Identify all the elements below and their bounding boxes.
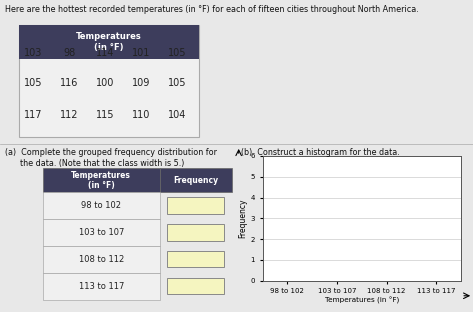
Text: 104: 104 xyxy=(168,110,186,120)
Text: 112: 112 xyxy=(60,110,79,120)
Text: Temperatures
(in °F): Temperatures (in °F) xyxy=(71,171,131,190)
Bar xyxy=(19,25,199,59)
Bar xyxy=(43,273,160,300)
Bar xyxy=(167,197,224,214)
Text: 103 to 107: 103 to 107 xyxy=(79,228,124,237)
Text: 98 to 102: 98 to 102 xyxy=(81,201,121,210)
Bar xyxy=(167,278,224,294)
Text: Frequency: Frequency xyxy=(173,176,219,185)
Bar xyxy=(167,224,224,241)
Text: (a)  Complete the grouped frequency distribution for
      the data. (Note that : (a) Complete the grouped frequency distr… xyxy=(5,148,217,168)
Text: 110: 110 xyxy=(132,110,150,120)
Text: 105: 105 xyxy=(24,78,43,88)
Text: 103: 103 xyxy=(24,48,43,58)
Text: 109: 109 xyxy=(132,78,150,88)
Text: (b)  Construct a histogram for the data.: (b) Construct a histogram for the data. xyxy=(241,148,400,157)
Bar xyxy=(160,168,232,192)
Bar xyxy=(167,251,224,267)
Text: 105: 105 xyxy=(168,48,186,58)
Text: 113 to 117: 113 to 117 xyxy=(79,282,124,290)
Text: 114: 114 xyxy=(96,48,114,58)
Text: 101: 101 xyxy=(132,48,150,58)
Text: 100: 100 xyxy=(96,78,114,88)
Text: 108 to 112: 108 to 112 xyxy=(79,255,124,264)
Bar xyxy=(43,219,160,246)
Y-axis label: Frequency: Frequency xyxy=(238,199,247,238)
Text: 105: 105 xyxy=(168,78,186,88)
Text: 116: 116 xyxy=(60,78,79,88)
Bar xyxy=(43,168,160,192)
Text: Temperatures
(in °F): Temperatures (in °F) xyxy=(76,32,142,52)
Text: Here are the hottest recorded temperatures (in °F) for each of fifteen cities th: Here are the hottest recorded temperatur… xyxy=(5,5,419,14)
Bar xyxy=(43,192,160,219)
Text: 98: 98 xyxy=(63,48,75,58)
Bar xyxy=(43,246,160,273)
Text: 115: 115 xyxy=(96,110,114,120)
Text: 117: 117 xyxy=(24,110,43,120)
X-axis label: Temperatures (in °F): Temperatures (in °F) xyxy=(325,297,399,305)
